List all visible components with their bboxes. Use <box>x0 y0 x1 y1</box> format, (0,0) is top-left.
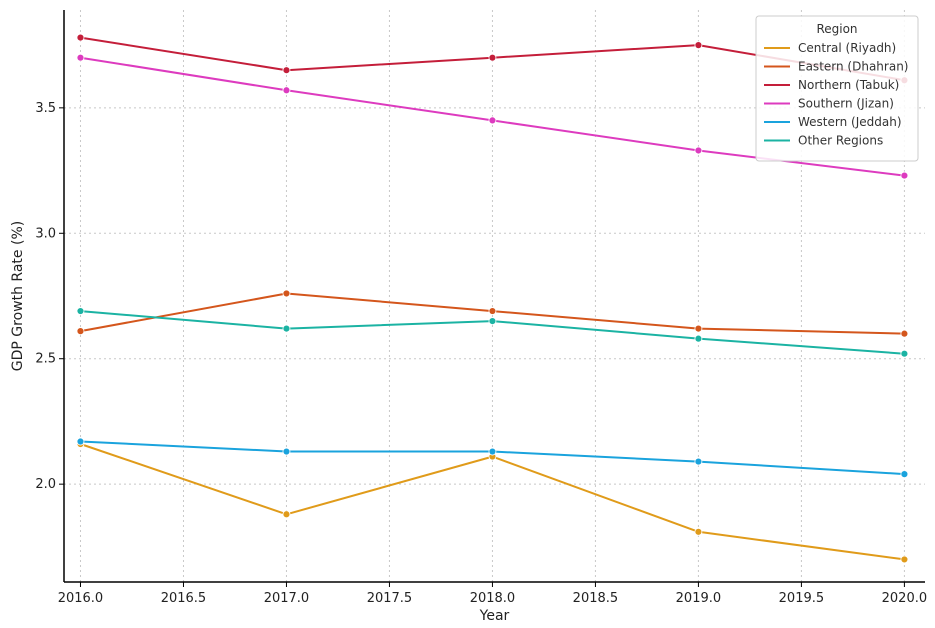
data-point <box>488 116 497 125</box>
x-tick-label: 2016.5 <box>161 591 207 606</box>
legend-label: Eastern (Dhahran) <box>798 60 908 74</box>
series-group <box>76 307 909 358</box>
data-point <box>76 33 85 42</box>
data-point <box>694 146 703 155</box>
data-point <box>694 41 703 50</box>
x-axis-title: Year <box>479 608 510 624</box>
x-tick-label: 2016.0 <box>58 591 104 606</box>
legend-items: Central (Riyadh) Eastern (Dhahran) Norther… <box>764 41 908 148</box>
series-group <box>76 437 909 479</box>
x-tick-label: 2018.5 <box>573 591 619 606</box>
legend: Region Central (Riyadh) Eastern (Dhahran)… <box>755 15 919 162</box>
legend-label: Other Regions <box>798 134 883 148</box>
data-point <box>76 307 85 315</box>
data-point <box>900 171 909 180</box>
legend-label: Northern (Tabuk) <box>798 78 899 92</box>
y-tick-label: 2.5 <box>35 352 56 367</box>
data-point <box>488 317 497 325</box>
y-axis-title: GDP Growth Rate (%) <box>10 221 26 371</box>
data-point <box>282 510 291 519</box>
series-group <box>76 289 909 338</box>
legend-label: Southern (Jizan) <box>798 97 894 111</box>
data-point <box>282 66 291 75</box>
x-tick-label: 2019.0 <box>676 591 722 606</box>
data-point <box>282 86 291 95</box>
data-point <box>694 527 703 536</box>
x-tick-label: 2017.0 <box>264 591 310 606</box>
grid-lines <box>64 10 925 582</box>
axes <box>63 10 925 583</box>
y-tick-label: 2.0 <box>35 477 56 492</box>
data-point <box>488 53 497 62</box>
data-point <box>900 555 909 564</box>
x-tick-label: 2020.0 <box>882 591 928 606</box>
data-point <box>282 324 291 333</box>
data-point <box>282 289 291 298</box>
data-point <box>76 437 85 446</box>
data-point <box>694 457 703 466</box>
y-tick-label: 3.5 <box>35 101 56 116</box>
data-point <box>488 447 497 456</box>
data-point <box>488 307 497 315</box>
data-point <box>694 324 703 333</box>
legend-label: Western (Jeddah) <box>798 115 902 129</box>
data-point <box>76 53 85 62</box>
legend-box <box>755 15 919 162</box>
y-tick-label: 3.0 <box>35 226 56 241</box>
x-tick-label: 2017.5 <box>367 591 413 606</box>
data-point <box>76 327 85 336</box>
data-point <box>900 349 909 358</box>
x-tick-label: 2018.0 <box>470 591 516 606</box>
data-point <box>900 470 909 479</box>
legend-title: Region <box>816 22 857 36</box>
data-point <box>900 329 909 338</box>
x-tick-label: 2019.5 <box>779 591 825 606</box>
data-point <box>694 334 703 343</box>
legend-label: Central (Riyadh) <box>798 41 896 55</box>
tick-labels: 2016.0 2016.5 2017.0 2017.5 2018.0 2018.5 2019… <box>35 101 927 606</box>
data-point <box>282 447 291 456</box>
